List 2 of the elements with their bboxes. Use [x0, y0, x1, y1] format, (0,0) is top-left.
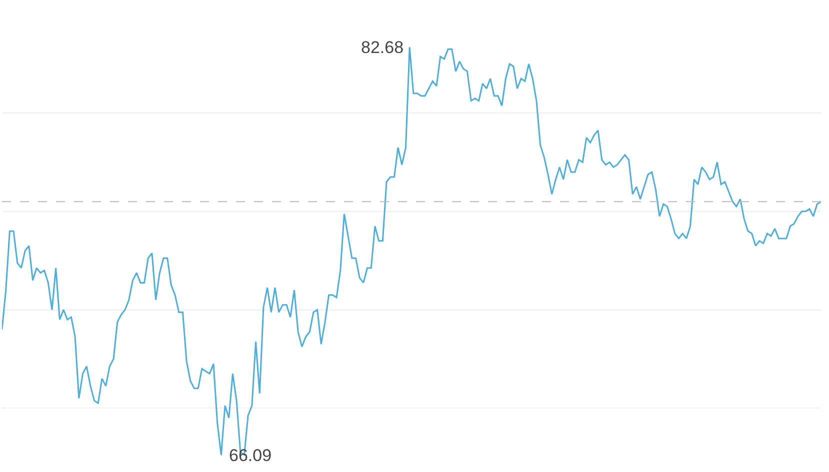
data-label: 82.68	[361, 38, 404, 57]
data-label: 66.09	[229, 446, 272, 465]
